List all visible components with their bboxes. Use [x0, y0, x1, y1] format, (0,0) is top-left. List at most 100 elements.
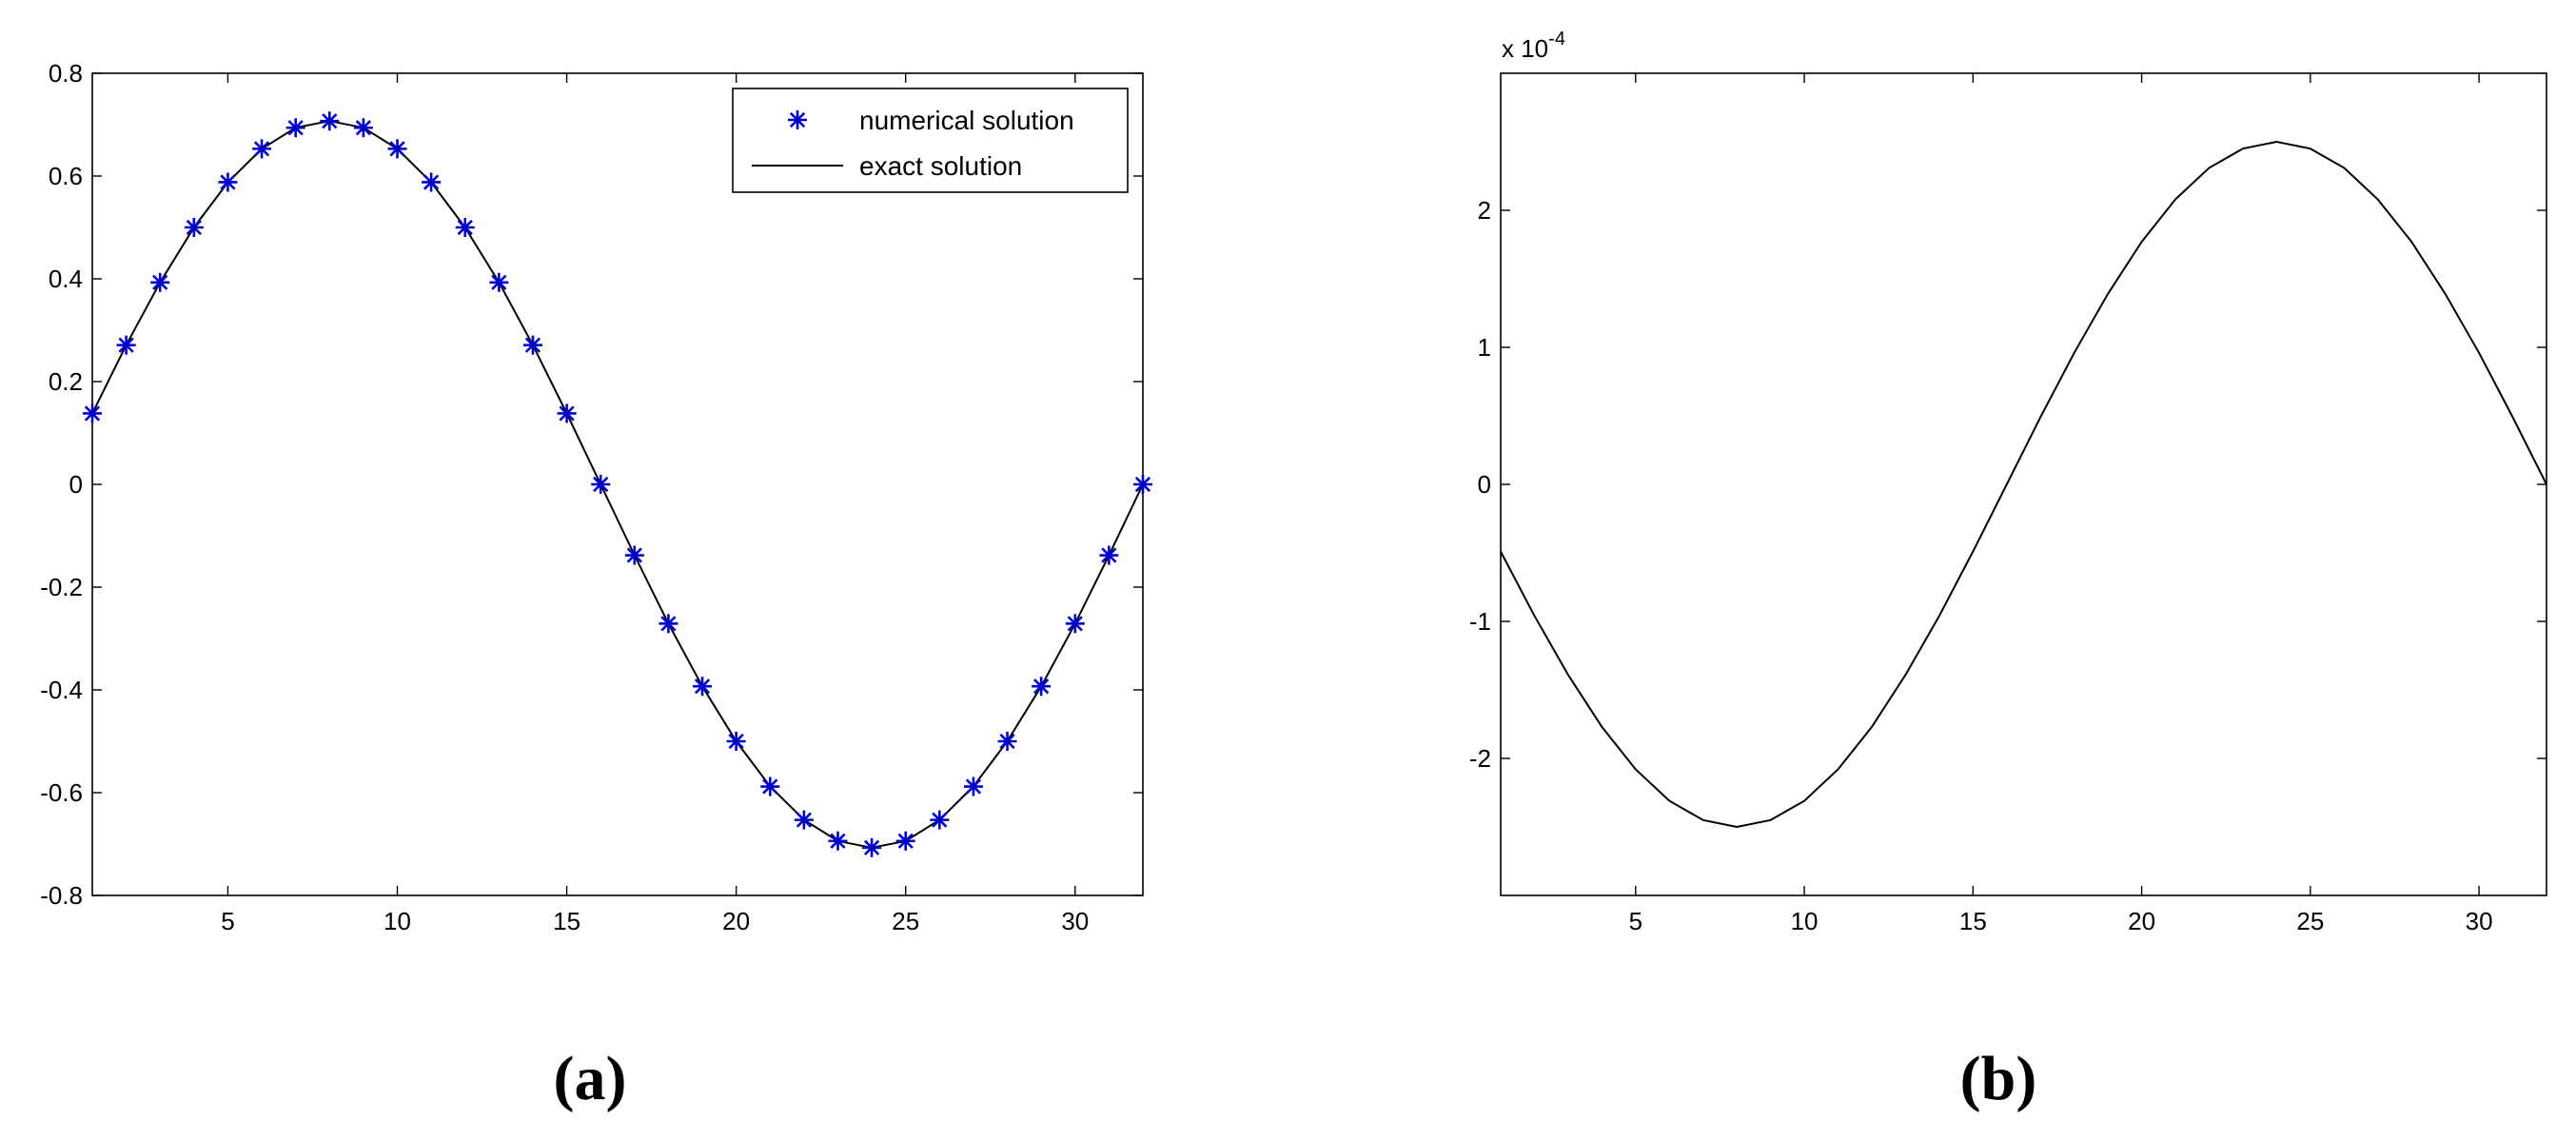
y-tick-label: -0.2 [40, 573, 83, 601]
data-point-marker-stroke-d2 [559, 405, 575, 422]
y-tick-label: 0.2 [49, 367, 83, 396]
data-point-marker [1032, 677, 1052, 697]
data-point-marker-stroke-d2 [762, 778, 778, 795]
y-tick-label: 0.8 [49, 59, 83, 88]
data-point-marker [522, 335, 542, 355]
data-point-marker [1133, 475, 1152, 494]
panel-label-b: (b) [1960, 1044, 2037, 1113]
data-point-marker-stroke-d2 [457, 219, 473, 236]
legend-marker-star-stroke-d2 [789, 111, 806, 128]
data-point-marker [828, 831, 848, 851]
legend: numerical solution exact solution [732, 88, 1129, 193]
data-point-marker [1065, 614, 1085, 634]
y-exponent-power: -4 [1548, 29, 1565, 49]
x-tick-label: 5 [221, 907, 234, 935]
difference-line [1500, 140, 2547, 829]
data-point-marker [218, 172, 238, 192]
data-point-marker-stroke-d2 [287, 120, 304, 136]
data-point-marker-stroke-d2 [626, 547, 642, 563]
panel-b-data [1500, 140, 2547, 829]
data-point-marker [557, 403, 577, 423]
panel-b-plot: 5 10 15 20 25 30 -2 -1 0 1 2 x 10-4 (b) [1469, 29, 2547, 1113]
data-point-marker-stroke-d2 [863, 839, 880, 855]
data-point-marker [794, 810, 814, 830]
x-tick-label: 10 [383, 907, 411, 935]
data-point-marker [591, 475, 611, 494]
y-tick-label: 0 [69, 470, 83, 499]
data-point-marker-stroke-d2 [491, 274, 507, 290]
legend-label-numerical: numerical solution [859, 106, 1074, 135]
data-point-marker [116, 335, 136, 355]
y-tick-label: -0.4 [40, 676, 83, 704]
x-tick-label: 30 [2466, 907, 2493, 935]
data-point-marker-stroke-d2 [1101, 547, 1117, 563]
x-tick-label: 15 [1959, 907, 1987, 935]
data-point-marker [895, 831, 915, 851]
data-point-marker [997, 732, 1017, 751]
data-point-marker-stroke-d2 [253, 141, 270, 157]
data-point-marker [659, 614, 678, 634]
data-point-marker-stroke-d2 [694, 678, 711, 695]
y-tick-label: -0.8 [40, 881, 83, 910]
data-point-marker [693, 677, 713, 697]
x-tick-label: 15 [553, 907, 580, 935]
panel-b-ticks: 5 10 15 20 25 30 -2 -1 0 1 2 [1469, 73, 2547, 935]
data-point-marker [489, 272, 509, 292]
y-tick-label: 1 [1478, 333, 1491, 362]
data-point-marker-stroke-d2 [524, 337, 541, 353]
y-tick-label: -1 [1469, 607, 1491, 636]
data-point-marker-stroke-d2 [796, 812, 812, 828]
data-point-marker-stroke-d2 [186, 219, 202, 236]
x-tick-label: 25 [892, 907, 919, 935]
y-tick-label: 0.6 [49, 162, 83, 190]
data-point-marker-stroke-d2 [423, 174, 440, 190]
x-tick-label: 20 [722, 907, 750, 935]
y-tick-label: 2 [1478, 196, 1491, 225]
data-point-marker [624, 545, 644, 565]
data-point-marker [83, 403, 102, 423]
legend-label-exact: exact solution [859, 151, 1022, 181]
data-point-marker-stroke-d2 [728, 733, 744, 750]
data-point-marker-stroke-d2 [965, 778, 982, 795]
data-point-marker [862, 837, 882, 857]
x-tick-label: 25 [2296, 907, 2324, 935]
data-point-marker-stroke-d2 [830, 833, 846, 849]
data-point-marker [320, 111, 340, 131]
panel-a-plot: 5 10 15 20 25 30 -0.8 -0.6 -0.4 -0.2 0 0.2 0.4 0.6 0.8… [40, 59, 1152, 1113]
data-point-marker-stroke-d2 [84, 405, 101, 422]
y-tick-label: -2 [1469, 744, 1491, 773]
data-point-marker-stroke-d2 [593, 476, 609, 493]
data-point-marker [1099, 545, 1119, 565]
legend-marker-star [788, 110, 807, 129]
data-point-marker-stroke-d2 [118, 337, 134, 353]
data-point-marker-stroke-d2 [355, 120, 372, 136]
data-point-marker [760, 776, 780, 796]
data-point-marker-stroke-d2 [1033, 678, 1050, 695]
y-tick-label: 0.4 [49, 265, 83, 293]
data-point-marker-stroke-d2 [389, 141, 405, 157]
data-point-marker-stroke-d2 [322, 113, 338, 129]
data-point-marker [285, 118, 305, 138]
x-tick-label: 10 [1791, 907, 1819, 935]
x-tick-label: 5 [1629, 907, 1642, 935]
y-tick-label: -0.6 [40, 778, 83, 807]
x-tick-label: 20 [2128, 907, 2155, 935]
data-point-marker-stroke-d2 [999, 733, 1015, 750]
panel-label-a: (a) [554, 1044, 627, 1113]
y-tick-label: 0 [1478, 470, 1491, 499]
data-point-marker [184, 218, 204, 237]
legend-box [732, 88, 1129, 193]
y-exponent-label: x 10-4 [1502, 29, 1565, 63]
data-point-marker-stroke-d2 [897, 833, 914, 849]
data-point-marker [422, 172, 442, 192]
data-point-marker-stroke-d2 [1134, 476, 1151, 493]
data-point-marker [963, 776, 983, 796]
data-point-marker [252, 139, 272, 159]
data-point-marker-stroke-d2 [660, 616, 677, 632]
data-point-marker-stroke-d2 [220, 174, 236, 190]
x-tick-label: 30 [1061, 907, 1089, 935]
data-point-marker-stroke-d2 [1067, 616, 1083, 632]
data-point-marker [455, 218, 475, 237]
panel-a-data [83, 111, 1152, 857]
